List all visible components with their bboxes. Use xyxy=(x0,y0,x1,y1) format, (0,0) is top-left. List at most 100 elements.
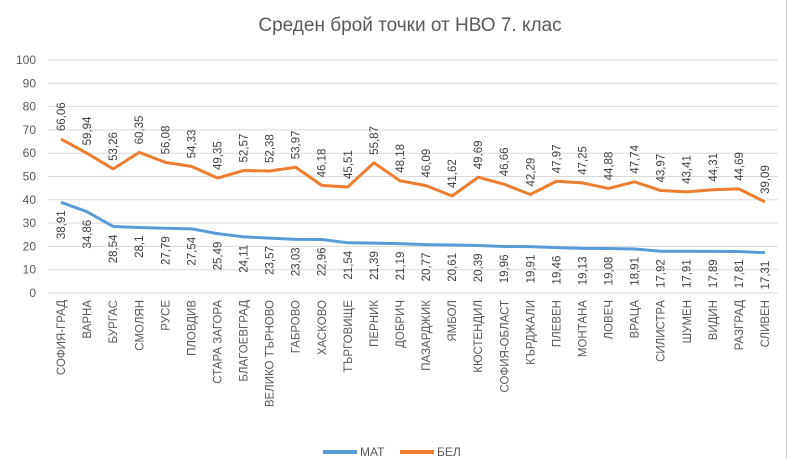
y-tick-label: 100 xyxy=(16,53,36,67)
data-label-mat: 17,31 xyxy=(760,261,772,290)
legend-label-mat: МАТ xyxy=(360,445,385,459)
data-label-bel: 43,41 xyxy=(682,155,694,184)
data-label-mat: 18,91 xyxy=(630,257,642,286)
data-label-mat: 27,54 xyxy=(186,236,198,265)
data-label-mat: 17,92 xyxy=(656,259,668,288)
y-tick-label: 40 xyxy=(23,193,37,207)
x-category-label: ТЪРГОВИЩЕ xyxy=(343,300,355,373)
data-label-mat: 21,39 xyxy=(369,251,381,280)
data-label-bel: 44,88 xyxy=(604,152,616,181)
data-label-mat: 17,91 xyxy=(682,259,694,288)
data-label-bel: 42,29 xyxy=(525,158,537,187)
data-label-bel: 47,25 xyxy=(577,146,589,175)
data-label-mat: 17,89 xyxy=(708,259,720,288)
x-category-label: ВИДИН xyxy=(708,300,720,340)
data-label-mat: 21,54 xyxy=(343,250,355,279)
y-tick-label: 10 xyxy=(23,263,37,277)
y-tick-label: 80 xyxy=(23,100,37,114)
data-label-mat: 20,61 xyxy=(447,253,459,282)
data-label-mat: 20,39 xyxy=(473,253,485,282)
y-tick-label: 30 xyxy=(23,216,37,230)
y-tick-label: 90 xyxy=(23,76,37,90)
data-label-mat: 23,03 xyxy=(291,247,303,276)
x-category-label: ЛОВЕЧ xyxy=(604,300,616,340)
data-label-bel: 43,97 xyxy=(656,154,668,183)
data-label-bel: 41,62 xyxy=(447,159,459,188)
x-category-label: ГАБРОВО xyxy=(291,300,303,353)
x-category-label: СОФИЯ-ОБЛАСТ xyxy=(499,300,511,393)
data-label-bel: 54,33 xyxy=(186,130,198,159)
chart-title: Среден брой точки от НВО 7. клас xyxy=(258,15,561,36)
x-category-label: СОФИЯ-ГРАД xyxy=(56,300,68,375)
x-category-label: ВАРНА xyxy=(82,300,94,339)
y-tick-label: 20 xyxy=(23,239,37,253)
x-category-label: МОНТАНА xyxy=(577,300,589,357)
x-category-label: ПЛЕВЕН xyxy=(551,300,563,347)
y-tick-label: 60 xyxy=(23,146,37,160)
y-tick-label: 70 xyxy=(23,123,37,137)
data-label-bel: 55,87 xyxy=(369,126,381,155)
y-tick-label: 50 xyxy=(23,170,37,184)
data-label-bel: 45,51 xyxy=(343,150,355,179)
x-category-label: КЪРДЖАЛИ xyxy=(525,300,537,365)
data-label-mat: 23,57 xyxy=(265,246,277,275)
data-label-bel: 46,09 xyxy=(421,149,433,178)
x-category-label: ПЛОВДИВ xyxy=(186,300,198,356)
frame-border xyxy=(786,0,787,459)
x-category-label: СМОЛЯН xyxy=(134,300,146,351)
x-category-label: ВРАЦА xyxy=(630,300,642,339)
x-category-label: СЛИВЕН xyxy=(760,300,772,347)
x-category-label: СТАРА ЗАГОРА xyxy=(212,300,224,384)
x-axis-categories: СОФИЯ-ГРАД ВАРНА БУРГАС СМОЛЯН РУСЕ ПЛОВДИВ СТ… xyxy=(56,300,772,407)
data-label-mat: 19,96 xyxy=(499,254,511,283)
data-label-mat: 34,86 xyxy=(82,220,94,249)
data-label-mat: 19,08 xyxy=(604,257,616,286)
data-label-bel: 53,97 xyxy=(291,130,303,159)
data-labels: 38,91 34,86 28,54 28,1 27,79 27,54 25,49 24,11 2… xyxy=(56,102,772,289)
data-label-bel: 49,69 xyxy=(473,140,485,169)
series-lines xyxy=(60,137,766,255)
data-label-bel: 49,35 xyxy=(212,141,224,170)
x-category-label: БУРГАС xyxy=(108,300,120,343)
x-category-label: КЮСТЕНДИЛ xyxy=(473,300,485,373)
data-label-mat: 21,19 xyxy=(395,252,407,281)
x-category-label: ЯМБОЛ xyxy=(447,300,459,342)
data-label-mat: 38,91 xyxy=(56,210,68,239)
data-label-bel: 44,31 xyxy=(708,153,720,182)
data-label-mat: 28,54 xyxy=(108,234,120,263)
data-label-bel: 59,94 xyxy=(82,116,94,145)
legend-label-bel: БЕЛ xyxy=(437,445,461,459)
x-category-label: БЛАГОЕВГРАД xyxy=(239,300,251,382)
x-category-label: ПЕРНИК xyxy=(369,300,381,347)
data-label-mat: 27,79 xyxy=(160,236,172,265)
data-label-mat: 17,81 xyxy=(734,260,746,289)
data-label-bel: 66,06 xyxy=(56,102,68,131)
y-tick-label: 0 xyxy=(29,286,36,300)
data-label-mat: 22,96 xyxy=(317,248,329,277)
data-label-bel: 44,69 xyxy=(734,152,746,181)
x-category-label: ДОБРИЧ xyxy=(395,300,407,348)
data-label-bel: 47,74 xyxy=(630,144,642,173)
data-label-bel: 48,18 xyxy=(395,144,407,173)
data-label-bel: 46,18 xyxy=(317,149,329,178)
x-category-label: ПАЗАРДЖИК xyxy=(421,300,433,371)
series-line-mat xyxy=(60,200,766,255)
data-label-bel: 52,57 xyxy=(239,134,251,163)
data-label-mat: 20,77 xyxy=(421,253,433,282)
series-line-bel xyxy=(60,137,766,204)
data-label-mat: 28,1 xyxy=(134,236,146,258)
legend: МАТ БЕЛ xyxy=(323,445,461,459)
gridlines xyxy=(48,59,778,294)
x-category-label: ШУМЕН xyxy=(682,300,694,343)
x-category-label: ХАСКОВО xyxy=(317,300,329,355)
data-label-mat: 25,49 xyxy=(212,242,224,271)
data-label-mat: 24,11 xyxy=(239,245,251,273)
data-label-bel: 53,26 xyxy=(108,132,120,161)
x-category-label: ВЕЛИКО ТЪРНОВО xyxy=(265,300,277,407)
data-label-bel: 46,66 xyxy=(499,148,511,177)
data-label-bel: 39,09 xyxy=(760,165,772,194)
x-category-label: РУСЕ xyxy=(160,300,172,331)
data-label-bel: 47,97 xyxy=(551,144,563,173)
data-label-bel: 56,08 xyxy=(160,126,172,155)
